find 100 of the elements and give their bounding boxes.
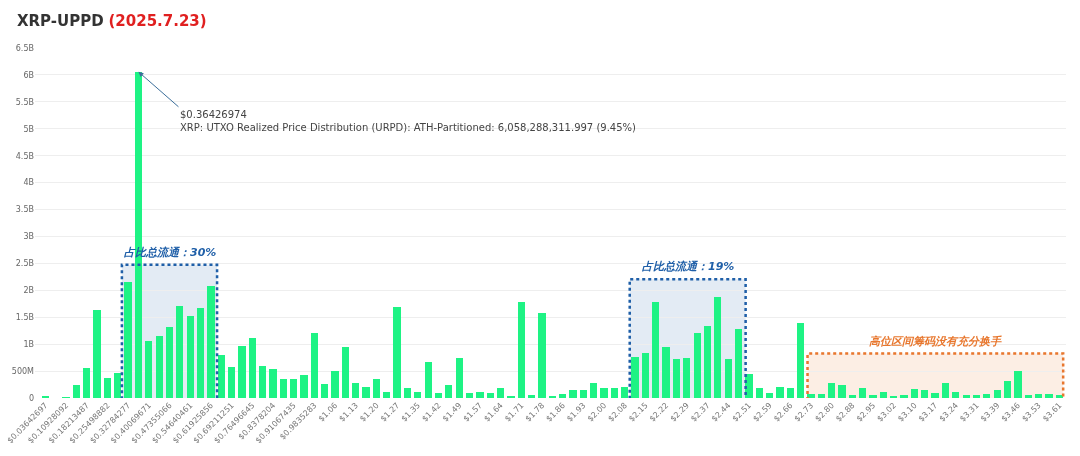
bar — [393, 307, 401, 398]
y-tick-label: 4.5B — [15, 151, 34, 161]
bar — [704, 326, 711, 398]
bar — [994, 390, 1001, 398]
bar — [963, 395, 970, 398]
bar — [662, 347, 670, 398]
y-tick-label: 3B — [23, 232, 34, 242]
bar — [93, 310, 101, 398]
bar — [911, 389, 918, 398]
y-tick-label: 6.5B — [15, 43, 34, 53]
bar — [590, 383, 597, 398]
bar — [331, 371, 339, 398]
bar — [694, 333, 701, 398]
bar — [404, 388, 411, 398]
bar — [73, 385, 80, 398]
bar — [228, 367, 235, 398]
bar — [435, 393, 442, 398]
y-tick-label: 0 — [28, 393, 34, 403]
bar — [238, 346, 246, 398]
bar — [766, 393, 773, 398]
bar — [931, 393, 939, 398]
bar — [714, 297, 721, 398]
bar — [466, 393, 473, 398]
y-tick-label: 500M — [11, 366, 35, 376]
bar — [942, 383, 949, 398]
bar — [652, 302, 659, 398]
y-tick-label: 2B — [23, 286, 34, 296]
bar — [528, 395, 535, 398]
y-tick-label: 5B — [23, 124, 34, 134]
bar — [197, 308, 204, 398]
bar — [176, 306, 183, 398]
bar — [300, 375, 308, 398]
bar — [569, 390, 577, 398]
band-label: 高位区间筹码没有充分换手 — [869, 335, 1002, 348]
bar — [1045, 394, 1053, 398]
bar — [342, 347, 349, 398]
bar — [538, 313, 546, 398]
bar — [414, 392, 421, 398]
bar — [1035, 394, 1042, 398]
bar — [156, 336, 163, 398]
annotation: $0.36426974 XRP: UTXO Realized Price Distribution (URPD): ATH-Partitioned: 6,058,288,311.997 (9.45%) — [180, 109, 637, 133]
bar — [290, 379, 297, 398]
bar — [476, 392, 484, 398]
y-tick-label: 5.5B — [15, 97, 34, 107]
bar — [124, 282, 132, 398]
bar — [311, 333, 318, 398]
bar — [611, 388, 618, 398]
bar — [425, 362, 432, 398]
bar — [849, 395, 856, 398]
chart-subtitle: (2025.7.23) — [108, 12, 207, 30]
bar — [756, 388, 763, 398]
bar — [807, 394, 815, 398]
bar — [280, 379, 287, 398]
y-tick-label: 4B — [23, 178, 34, 188]
bar — [321, 384, 328, 398]
y-tick-label: 3.5B — [15, 205, 34, 215]
bar — [114, 373, 121, 398]
bar — [83, 368, 90, 398]
bar — [642, 353, 649, 398]
bar — [1056, 395, 1063, 398]
bar — [518, 302, 525, 398]
bar — [983, 394, 990, 398]
bar — [487, 393, 494, 398]
y-tick-label: 6B — [23, 70, 34, 80]
bar — [921, 390, 928, 398]
bar — [218, 355, 225, 398]
bar — [859, 388, 866, 398]
bar — [725, 359, 732, 398]
bar — [497, 388, 504, 398]
bar — [776, 387, 784, 398]
bar — [621, 387, 628, 398]
bar — [145, 341, 152, 398]
bar — [104, 378, 111, 398]
bar — [1025, 395, 1032, 398]
bar — [900, 395, 908, 398]
y-tick-label: 1.5B — [15, 313, 34, 323]
bar — [828, 383, 835, 398]
bar — [559, 394, 566, 398]
bar — [456, 358, 463, 398]
bar — [445, 385, 452, 398]
y-tick-label: 1B — [23, 339, 34, 349]
bar — [1014, 371, 1022, 398]
chart-title: XRP-UPPD — [17, 12, 104, 30]
bar — [683, 358, 690, 398]
y-tick-label: 2.5B — [15, 259, 34, 269]
bar — [249, 338, 256, 398]
bar — [259, 366, 266, 398]
bar — [383, 392, 390, 398]
bar — [166, 327, 173, 398]
band-label: 占比总流通：19% — [641, 260, 735, 273]
bar — [362, 387, 370, 398]
bar — [787, 388, 794, 398]
bar — [352, 383, 359, 398]
bar — [838, 385, 846, 398]
bar — [1004, 381, 1011, 398]
bar — [207, 286, 215, 398]
bar — [952, 392, 959, 398]
bar — [818, 394, 825, 398]
bar — [631, 357, 639, 398]
bar — [269, 369, 277, 398]
